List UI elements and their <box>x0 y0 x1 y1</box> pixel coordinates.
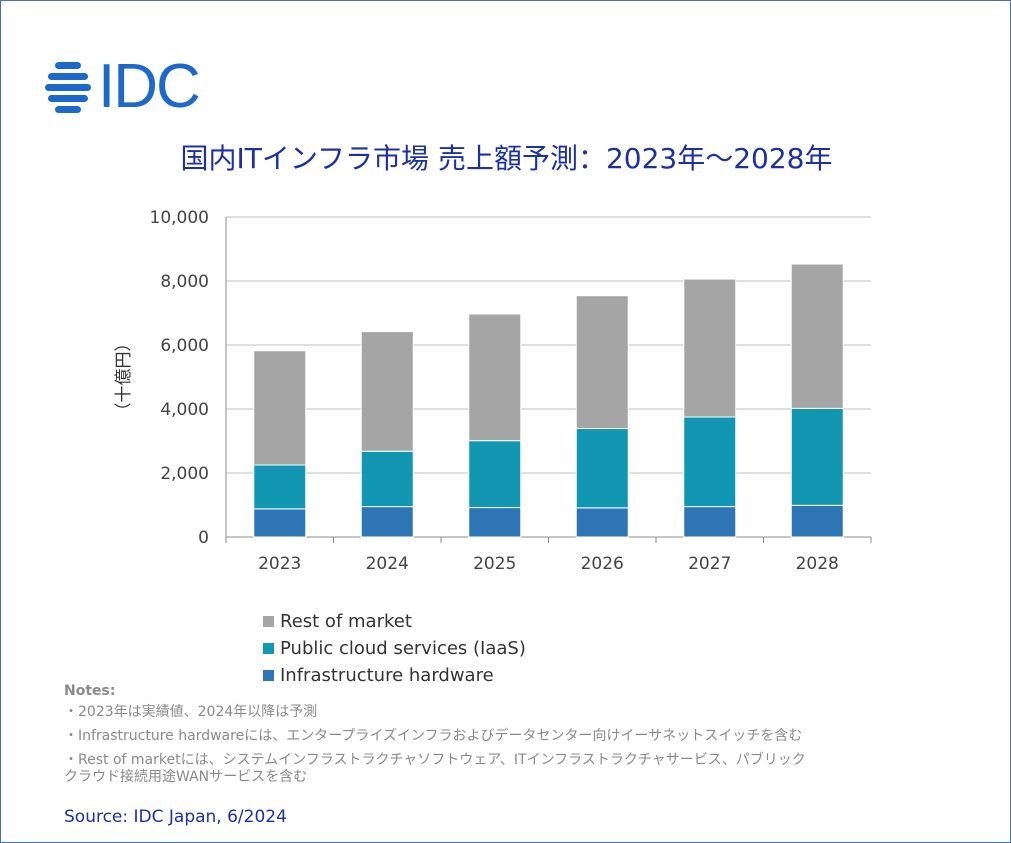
y-tick-label: 10,000 <box>150 208 209 228</box>
x-tick-label: 2028 <box>796 554 839 574</box>
x-tick-label: 2025 <box>473 554 516 574</box>
bar-public-cloud-services-iaas-2024 <box>360 450 414 508</box>
bar-infrastructure-hardware-2026 <box>575 507 629 538</box>
y-tick-label: 0 <box>198 528 209 548</box>
x-tick-label: 2023 <box>258 554 301 574</box>
idc-logo-icon <box>45 62 91 113</box>
legend-item-rest-of-market: Rest of market <box>263 608 526 635</box>
bar-public-cloud-services-iaas-2027 <box>683 416 737 508</box>
y-tick-label: 8,000 <box>160 272 209 292</box>
bar-public-cloud-services-iaas-2028 <box>790 407 844 506</box>
notes: Notes: ・2023年は実績値、2024年以降は予測 ・Infrastruc… <box>64 683 984 793</box>
legend-item-public-cloud: Public cloud services (IaaS) <box>263 635 526 662</box>
legend-swatch <box>263 616 274 627</box>
source-text: Source: IDC Japan, 6/2024 <box>64 807 287 827</box>
bar-infrastructure-hardware-2023 <box>253 508 307 538</box>
y-axis-label: （十億円） <box>114 335 134 420</box>
bar-rest-of-market-2026 <box>575 295 629 430</box>
x-tick-label: 2027 <box>688 554 731 574</box>
note-item: ・Rest of marketには、システムインフラストラクチャソフトウェア、I… <box>64 752 806 785</box>
bar-public-cloud-services-iaas-2025 <box>468 440 522 509</box>
bar-infrastructure-hardware-2025 <box>468 507 522 538</box>
legend-swatch <box>263 670 274 681</box>
y-tick-label: 2,000 <box>160 464 209 484</box>
bar-infrastructure-hardware-2028 <box>790 504 844 538</box>
notes-title: Notes: <box>64 683 116 699</box>
chart-title: 国内ITインフラ市場 売上額予測：2023年～2028年 <box>180 142 833 175</box>
bar-infrastructure-hardware-2024 <box>360 506 414 538</box>
legend-label: Rest of market <box>280 611 412 632</box>
brand-name: IDC <box>98 52 201 121</box>
legend-swatch <box>263 643 274 654</box>
legend-label: Infrastructure hardware <box>280 665 494 686</box>
y-tick-label: 4,000 <box>160 400 209 420</box>
y-tick-label: 6,000 <box>160 336 209 356</box>
bar-infrastructure-hardware-2027 <box>683 506 737 538</box>
legend-label: Public cloud services (IaaS) <box>280 638 526 659</box>
note-item: ・2023年は実績値、2024年以降は予測 <box>64 704 318 720</box>
bar-rest-of-market-2028 <box>790 263 844 409</box>
x-tick-label: 2026 <box>581 554 624 574</box>
bar-public-cloud-services-iaas-2023 <box>253 464 307 510</box>
bar-rest-of-market-2025 <box>468 313 522 442</box>
bar-rest-of-market-2023 <box>253 350 307 466</box>
chart-legend: Rest of market Public cloud services (Ia… <box>263 608 526 689</box>
legend-item-infrastructure-hardware: Infrastructure hardware <box>263 662 526 689</box>
bar-rest-of-market-2024 <box>360 331 414 452</box>
stacked-bar-chart: 0 2,000 4,000 6,000 8,000 10,000 2023 2024 2025 2… <box>114 208 872 574</box>
bar-public-cloud-services-iaas-2026 <box>575 428 629 509</box>
note-item: ・Infrastructure hardwareには、エンタープライズインフラお… <box>64 728 803 744</box>
x-tick-label: 2024 <box>366 554 409 574</box>
bar-rest-of-market-2027 <box>683 278 737 418</box>
